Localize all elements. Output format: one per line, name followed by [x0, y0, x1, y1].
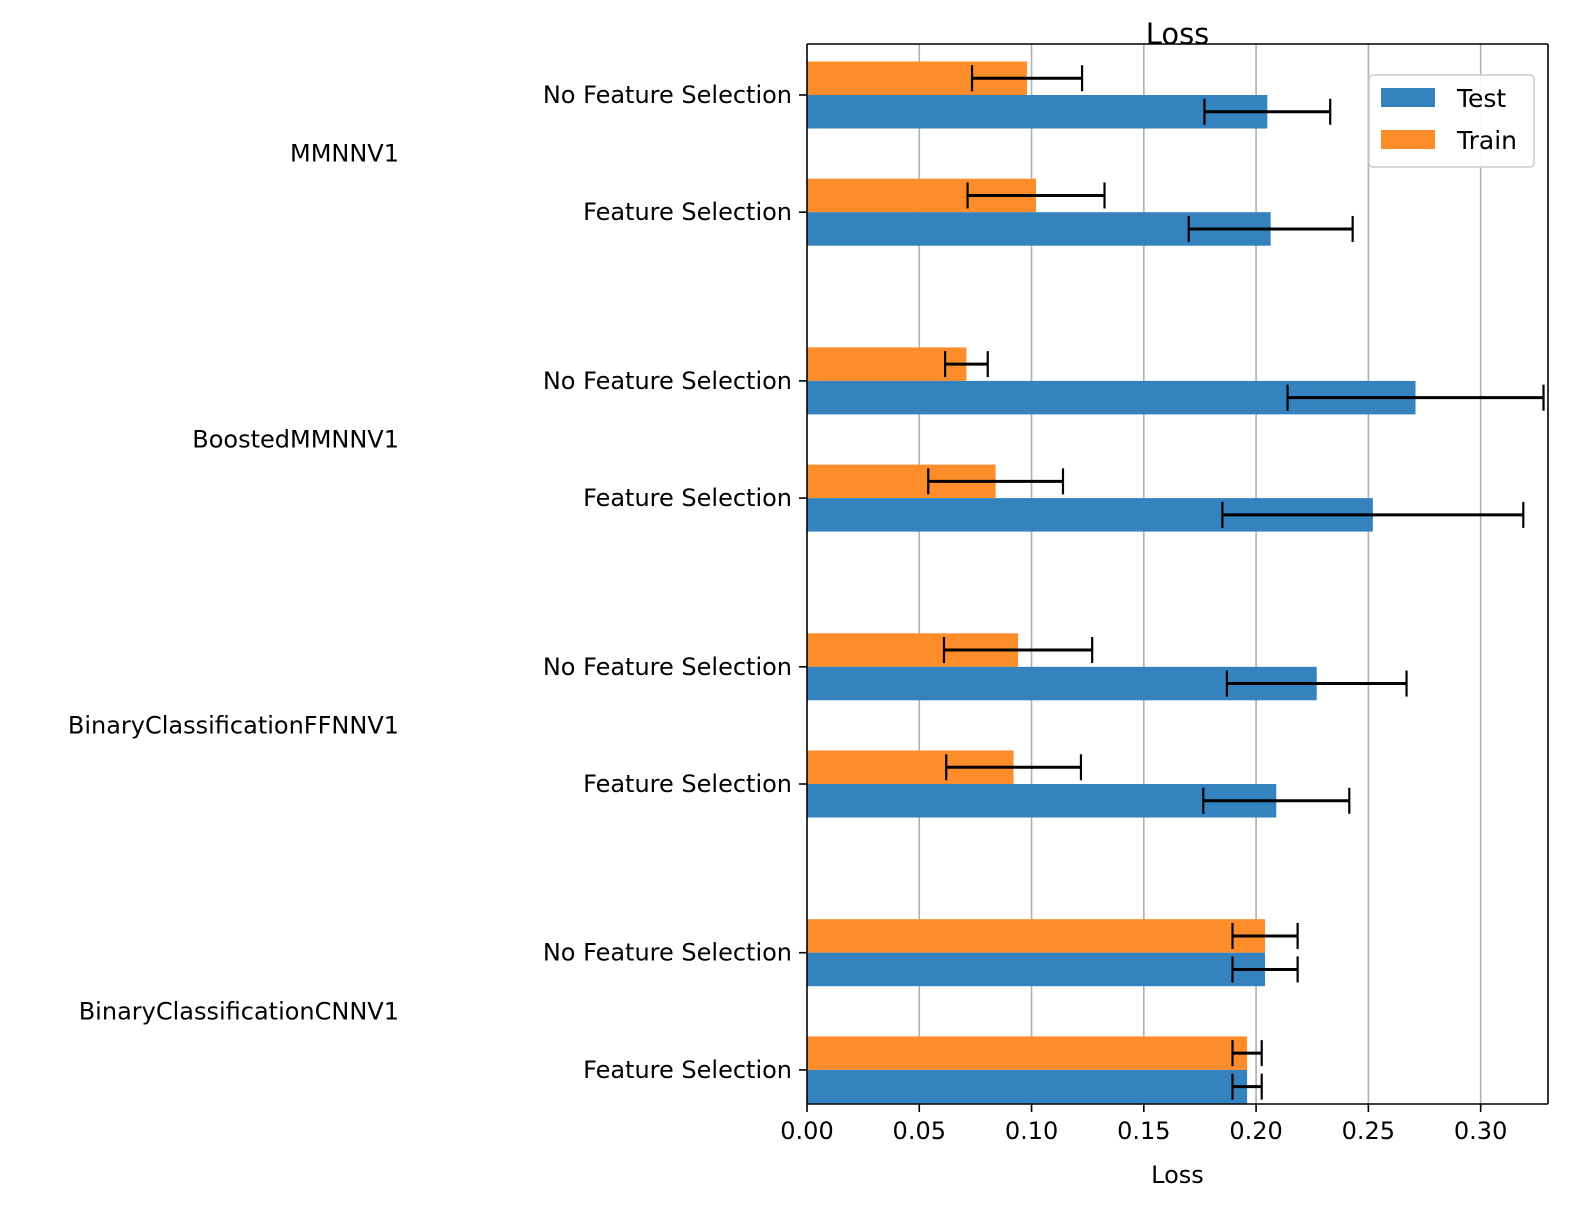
group-label: BinaryClassificationFFNNV1	[68, 711, 399, 739]
train-error-bar	[966, 182, 1106, 209]
x-ticks: 0.00 0.05 0.10 0.15 0.20 0.25 0.30	[780, 94, 1507, 1145]
x-tick-label: 0.20	[1229, 1117, 1282, 1145]
error-bars	[927, 65, 1545, 1100]
test-error-bar	[1221, 501, 1525, 528]
legend: Test Train	[1368, 74, 1535, 168]
train-error-bar	[927, 468, 1065, 495]
legend-swatch	[1381, 130, 1435, 149]
train-error-bar	[942, 637, 1094, 664]
train-error-bar	[1231, 1040, 1263, 1067]
test-error-bar	[1203, 98, 1332, 125]
x-tick-label: 0.25	[1342, 1117, 1395, 1145]
train-error-bar	[1231, 922, 1299, 949]
test-error-bar	[1202, 787, 1351, 814]
x-tick-label: 0.10	[1005, 1117, 1058, 1145]
test-error-bar	[1187, 215, 1354, 242]
x-tick-label: 0.15	[1117, 1117, 1170, 1145]
test-error-bar	[1231, 956, 1299, 983]
test-bar	[807, 95, 1268, 129]
x-axis-label: Loss	[1151, 1161, 1204, 1189]
test-error-bar	[1286, 384, 1545, 411]
legend-label: Test	[1456, 84, 1506, 113]
test-bar	[807, 952, 1266, 987]
train-bar	[807, 1036, 1248, 1070]
axes	[806, 43, 1549, 1105]
test-error-bar	[1231, 1073, 1263, 1100]
subcategory-label: Feature Selection	[583, 770, 792, 798]
legend-label: Train	[1456, 126, 1517, 155]
train-bar	[807, 919, 1266, 953]
subcategory-label: No Feature Selection	[543, 939, 792, 967]
subcategory-label: No Feature Selection	[543, 367, 792, 395]
x-tick-label: 0.05	[893, 1117, 946, 1145]
x-tick-label: 0.00	[780, 1117, 833, 1145]
bars	[807, 61, 1416, 1104]
x-tick-label: 0.30	[1454, 1117, 1507, 1145]
group-label: BinaryClassificationCNNV1	[79, 997, 399, 1025]
train-error-bar	[970, 65, 1084, 92]
chart-title: Loss	[1146, 17, 1210, 51]
subcategory-label: No Feature Selection	[543, 81, 792, 109]
category-labels: No Feature Selection Feature Selection MMN…	[68, 81, 792, 1084]
subcategory-label: No Feature Selection	[543, 653, 792, 681]
test-bar	[807, 1069, 1248, 1104]
subcategory-label: Feature Selection	[583, 484, 792, 512]
train-bar	[807, 347, 967, 381]
test-error-bar	[1225, 670, 1408, 697]
group-label: BoostedMMNNV1	[192, 426, 399, 454]
legend-swatch	[1381, 88, 1435, 107]
group-label: MMNNV1	[290, 140, 399, 168]
train-error-bar	[943, 351, 989, 378]
test-bar	[807, 784, 1277, 818]
subcategory-label: Feature Selection	[583, 1056, 792, 1084]
train-error-bar	[945, 754, 1083, 781]
subcategory-label: Feature Selection	[583, 198, 792, 226]
